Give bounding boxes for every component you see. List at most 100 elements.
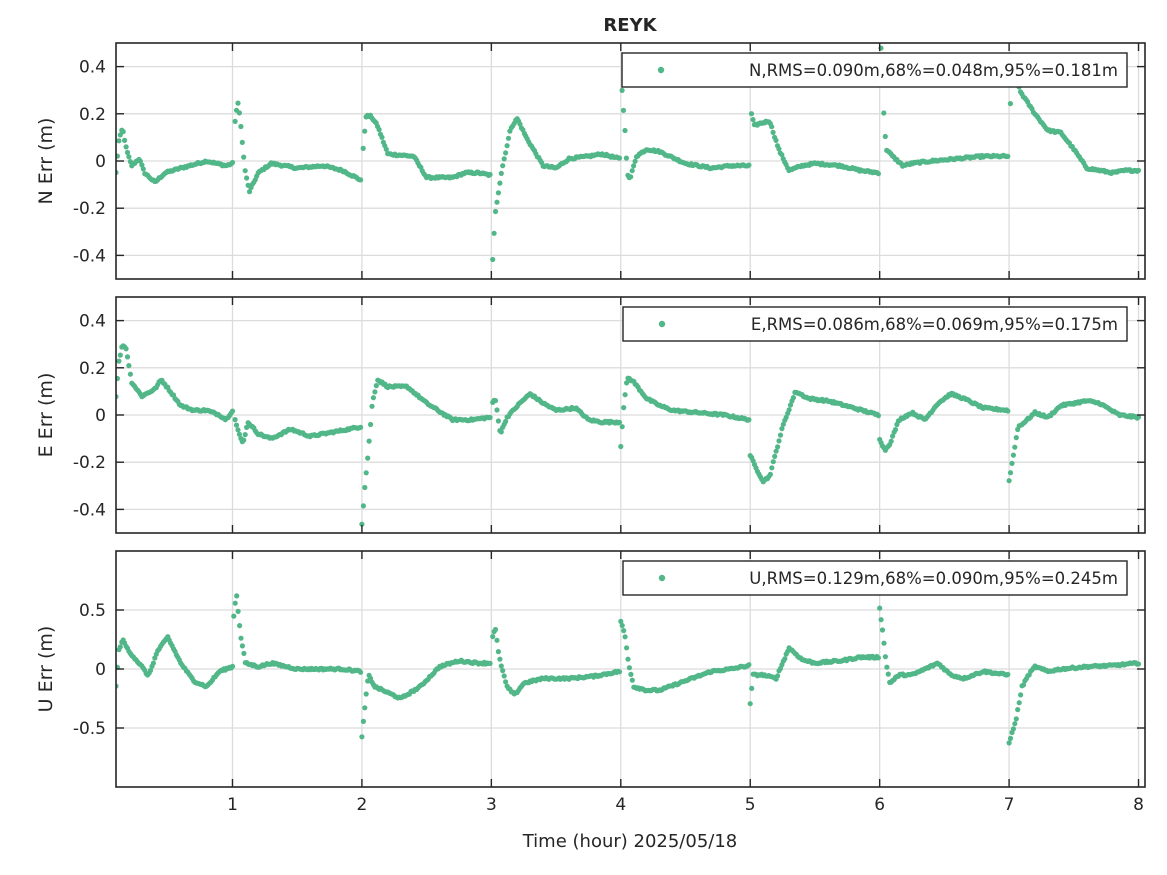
data-point <box>120 129 126 135</box>
y-tick-label: 0 <box>95 406 106 426</box>
data-point <box>773 448 779 454</box>
data-point <box>767 471 774 477</box>
data-point <box>494 407 500 413</box>
data-point <box>233 422 240 428</box>
data-point <box>1005 408 1011 414</box>
data-point <box>123 144 129 150</box>
data-point <box>623 155 630 161</box>
data-point <box>139 162 145 168</box>
data-point <box>746 662 752 668</box>
data-point <box>373 383 379 389</box>
data-point <box>621 405 627 411</box>
legend-box <box>622 306 1128 342</box>
data-point <box>503 679 509 685</box>
data-point <box>362 484 368 491</box>
data-point <box>244 175 250 181</box>
data-point <box>628 174 634 180</box>
data-point <box>492 398 499 404</box>
data-point <box>238 123 244 130</box>
data-point <box>359 734 365 740</box>
data-point <box>379 134 385 140</box>
x-tick-label: 5 <box>745 795 756 815</box>
data-point <box>358 424 364 430</box>
data-point <box>616 419 623 425</box>
data-point <box>229 159 236 166</box>
y-tick-label: -0.5 <box>73 719 106 739</box>
data-point <box>877 605 883 611</box>
data-point <box>881 110 887 116</box>
data-point <box>116 138 122 144</box>
data-point <box>1013 716 1019 722</box>
data-point <box>748 111 755 117</box>
data-point <box>631 163 637 169</box>
data-point <box>624 380 630 386</box>
data-point <box>624 645 630 651</box>
data-point <box>242 432 248 438</box>
data-point <box>1016 700 1022 706</box>
data-point <box>124 149 131 156</box>
data-point <box>770 129 776 135</box>
data-point <box>492 208 499 215</box>
data-point <box>628 671 634 678</box>
data-point <box>235 608 241 615</box>
y-tick-label: 0 <box>95 660 106 680</box>
data-point <box>127 371 133 377</box>
data-point <box>487 414 493 421</box>
data-point <box>492 626 499 633</box>
data-point <box>490 256 496 263</box>
data-point <box>116 153 120 159</box>
data-point <box>884 664 890 670</box>
data-point <box>619 622 625 629</box>
data-point <box>487 660 493 667</box>
data-points <box>116 45 1142 263</box>
y-tick-label: 0.2 <box>79 359 106 379</box>
data-point <box>1018 692 1024 698</box>
data-point <box>363 470 369 476</box>
legend-label: U,RMS=0.129m,68%=0.090m,95%=0.245m <box>749 569 1118 588</box>
y-tick-label: 0.5 <box>79 601 106 621</box>
data-point <box>358 177 364 183</box>
data-point <box>363 691 369 697</box>
y-tick-label: 0.2 <box>79 105 106 125</box>
data-point <box>383 146 389 152</box>
data-point <box>497 656 503 662</box>
data-point <box>372 389 378 395</box>
data-point <box>626 665 633 671</box>
data-point <box>1135 661 1142 667</box>
data-point <box>882 133 888 140</box>
data-point <box>232 600 238 606</box>
data-point <box>140 166 146 172</box>
data-point <box>769 465 775 471</box>
data-point <box>1007 101 1014 107</box>
data-point <box>362 128 368 134</box>
data-point <box>776 146 782 152</box>
data-point <box>517 121 523 127</box>
data-point <box>501 156 507 162</box>
y-tick-label: 0.4 <box>79 58 106 78</box>
data-point <box>882 654 889 660</box>
x-tick-label: 1 <box>227 795 238 815</box>
data-point <box>779 426 785 432</box>
data-point <box>622 392 628 398</box>
x-tick-label: 7 <box>1004 795 1015 815</box>
data-point <box>620 107 627 113</box>
data-point <box>750 117 756 123</box>
x-tick-label: 6 <box>874 795 885 815</box>
data-point <box>618 443 624 450</box>
data-point <box>1005 153 1011 159</box>
data-point <box>498 170 504 176</box>
x-tick-label: 8 <box>1133 795 1144 815</box>
data-point <box>879 627 886 633</box>
y-axis-label: U Err (m) <box>35 626 57 713</box>
data-point <box>783 414 789 420</box>
y-tick-label: -0.4 <box>73 246 106 266</box>
data-point <box>116 358 122 364</box>
data-point <box>629 677 635 683</box>
data-point <box>126 363 132 369</box>
data-point <box>1006 478 1012 484</box>
data-point <box>1010 726 1017 732</box>
y-tick-label: 0.4 <box>79 312 106 332</box>
legend-marker <box>658 574 666 582</box>
x-tick-label: 4 <box>615 795 626 815</box>
